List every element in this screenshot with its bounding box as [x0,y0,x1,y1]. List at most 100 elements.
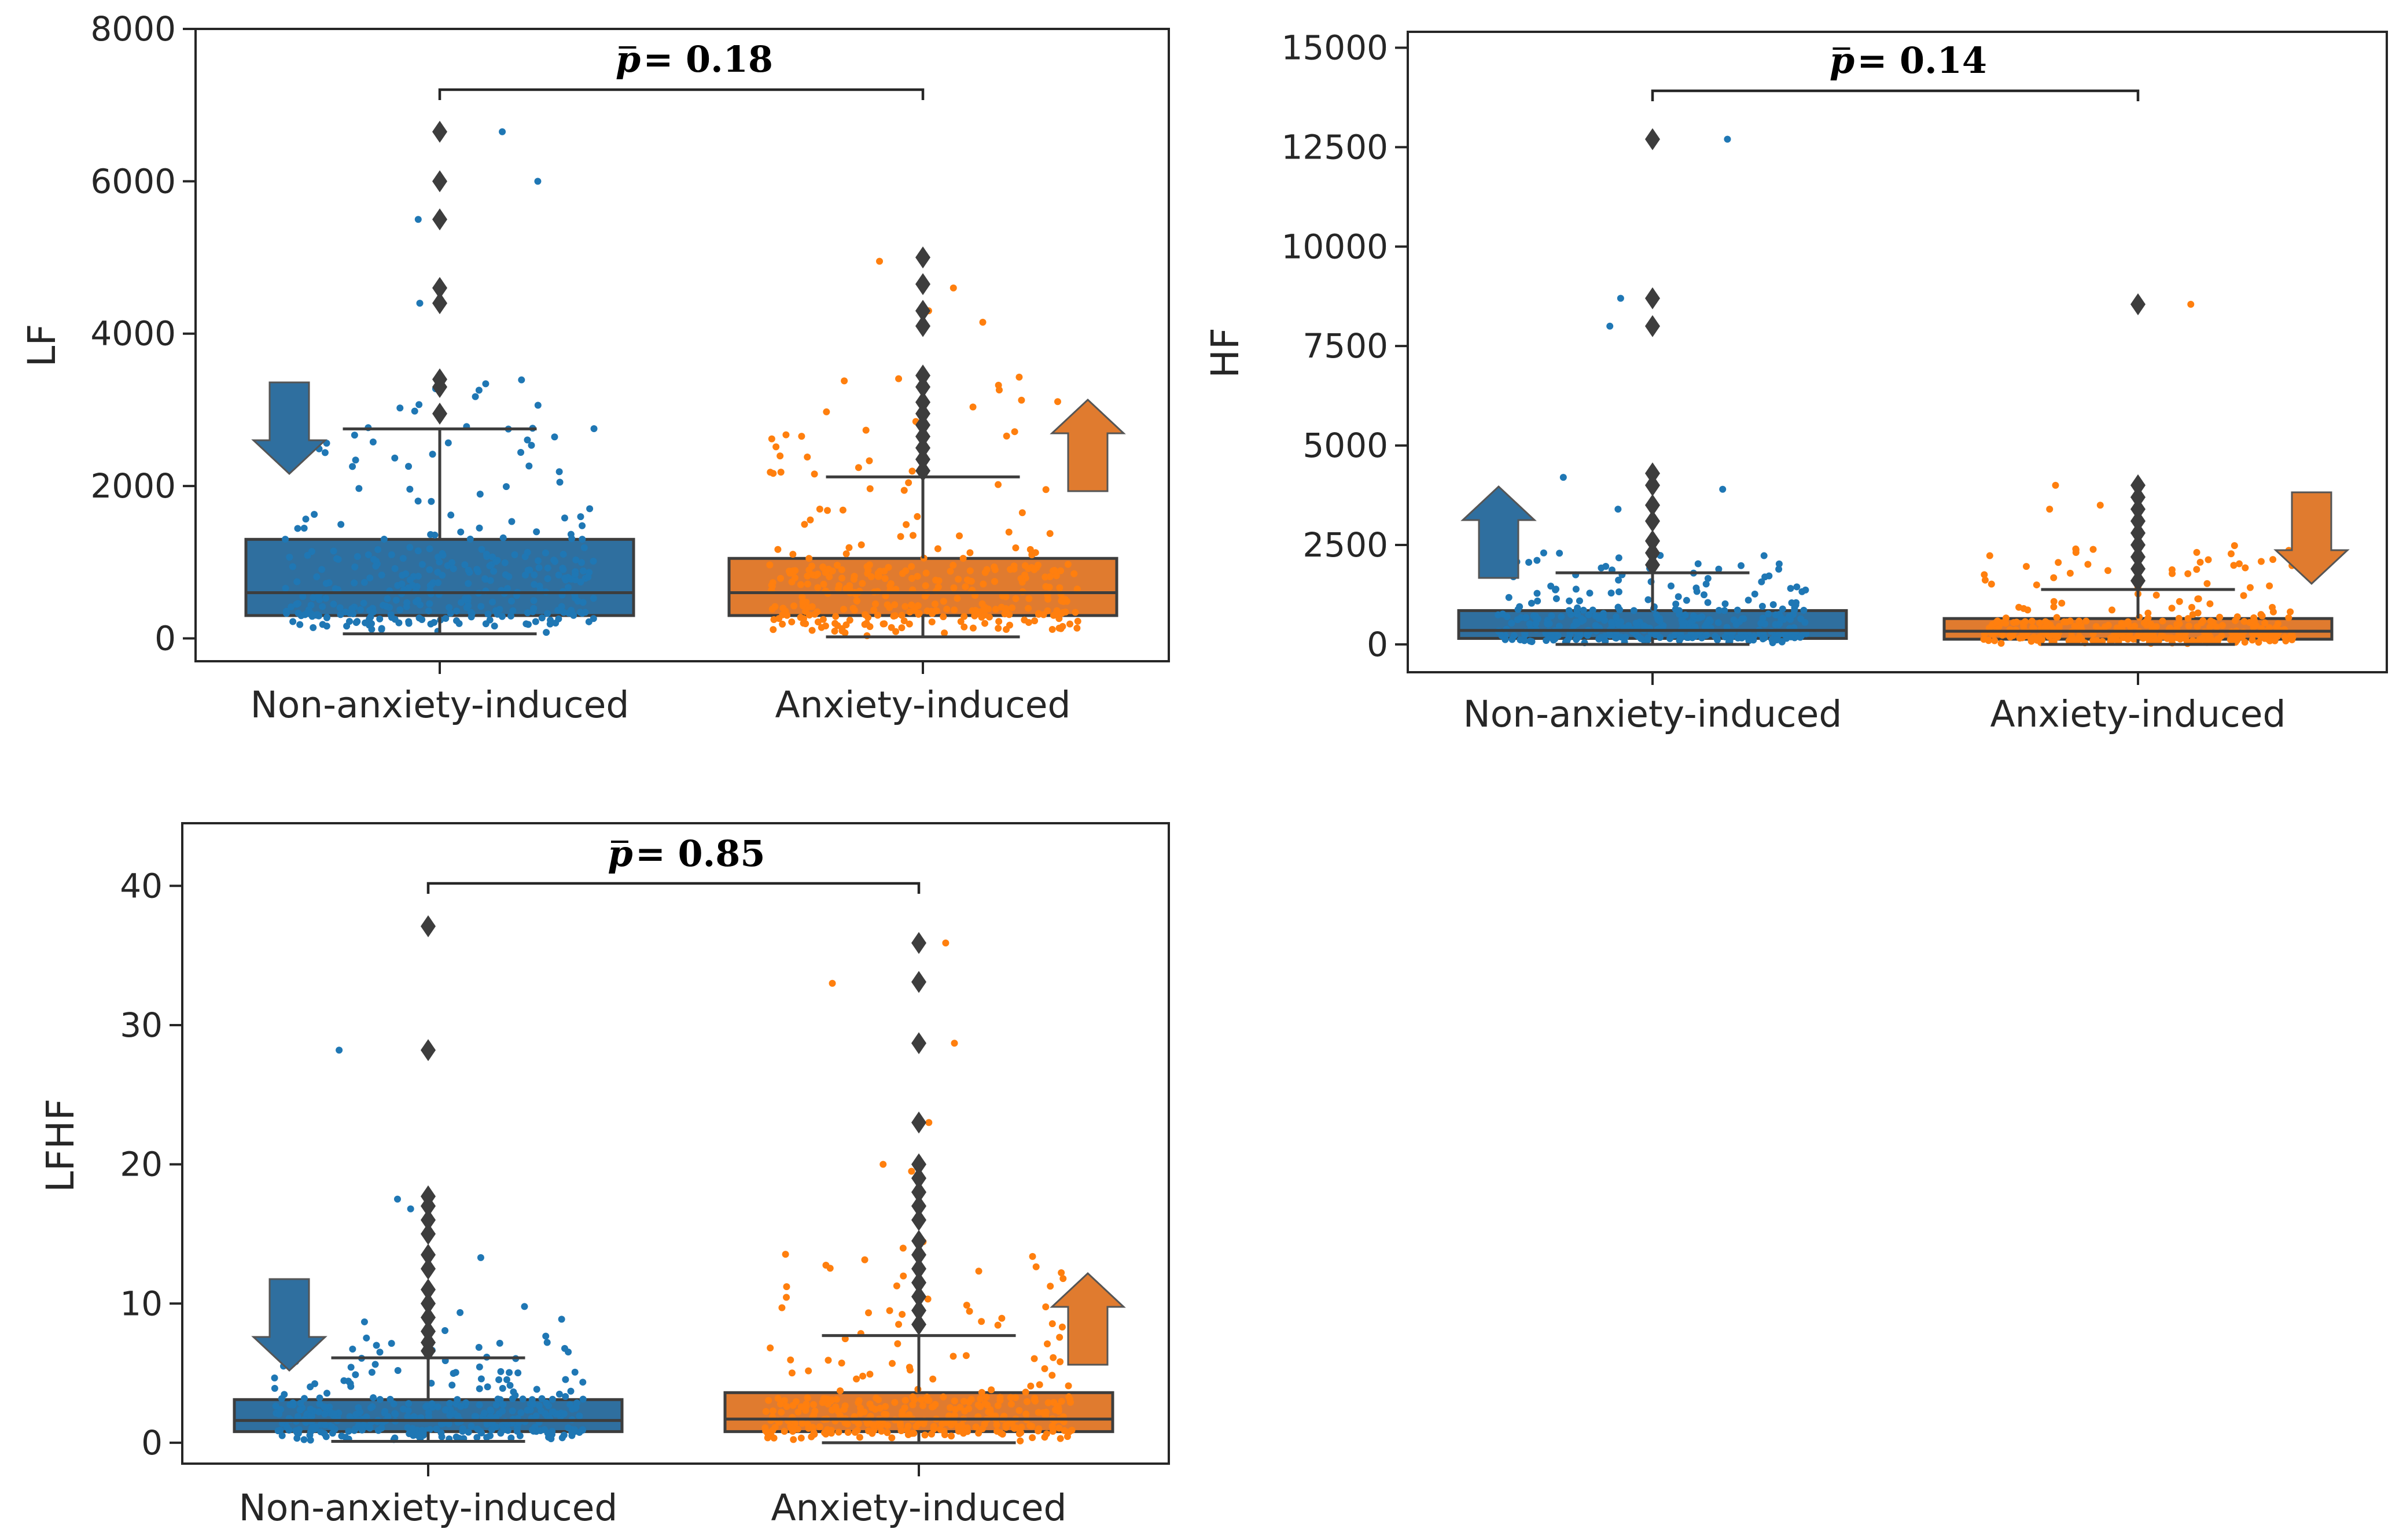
data-point [579,599,587,606]
y-tick-label: 40 [120,866,163,905]
data-point [499,1384,506,1392]
p-symbol: p [608,832,632,875]
data-point [1035,610,1042,618]
data-point [892,585,900,593]
data-point [2193,566,2200,573]
data-point [981,1399,989,1407]
data-point [528,441,535,449]
data-point [409,581,417,589]
data-point [296,621,304,628]
data-point [1656,633,1664,641]
data-point [403,599,411,606]
data-point [1615,576,1622,584]
data-point [2175,614,2183,622]
data-point [2052,481,2059,489]
outlier-marker [915,414,930,436]
outlier-marker [911,1258,926,1280]
data-point [1029,1252,1036,1260]
data-point [502,483,510,491]
arrow-up-icon [1050,398,1126,492]
data-point [899,1244,907,1252]
data-point [406,544,414,551]
data-point [766,561,774,569]
lfhf-panel: 0 10 20 30 40 LFHF Non-anxiety-induced Anxiety-… [38,822,1170,1529]
outlier-marker [911,1313,926,1336]
plot-frame [1407,31,2388,673]
data-point [794,1408,802,1416]
data-point [908,601,915,609]
data-point [457,1403,465,1410]
outlier-marker [421,1039,436,1062]
data-point [293,600,300,608]
data-point [2193,548,2200,556]
data-point [1025,619,1032,627]
outlier-marker [2130,546,2146,568]
data-point [1012,1394,1020,1401]
data-point [2070,635,2077,643]
data-point [319,621,326,628]
outlier-marker [1645,462,1660,485]
data-point [856,1434,863,1441]
arrow-up-icon [1460,485,1537,579]
data-point [1773,636,1780,644]
data-point [899,1310,906,1318]
data-point [388,1340,395,1347]
data-point [1779,605,1786,613]
data-point [787,1356,794,1364]
data-point [2189,611,2196,618]
data-point [895,1321,903,1328]
data-point [931,600,939,608]
data-point [376,1395,384,1403]
data-point [1613,613,1620,621]
data-point [2050,574,2058,581]
data-point [966,567,974,574]
data-point [1015,1407,1023,1414]
data-point [380,536,388,543]
data-point [349,463,356,470]
data-point [2002,620,2010,627]
data-point [323,1390,331,1397]
data-point [549,1395,556,1403]
data-point [768,581,775,589]
outlier-marker [1645,554,1660,576]
data-point [294,525,301,532]
outlier-marker [432,403,447,425]
data-point [2188,603,2195,611]
data-point [860,1408,868,1416]
data-point [1614,603,1622,611]
data-point [2144,609,2152,617]
data-point [2242,564,2249,572]
data-point [535,564,543,572]
data-point [992,606,999,613]
data-point [532,1412,540,1420]
outlier-marker [421,1320,436,1343]
y-tick-label: 30 [120,1005,163,1045]
data-point [454,1396,461,1403]
data-point [1048,1372,1056,1379]
data-point [568,535,576,543]
data-point [579,567,587,574]
data-point [922,569,930,577]
data-point [2029,624,2037,631]
data-point [411,407,418,415]
x-tick-label: Non-anxiety-induced [1463,693,1842,735]
data-point [1675,593,1682,600]
p-symbol: p [1830,39,1854,82]
data-point [321,1421,329,1429]
outlier-marker [1645,541,1660,564]
data-point [869,1421,877,1429]
data-point [2140,619,2148,627]
data-point [1606,322,1614,330]
data-point [788,1369,796,1377]
outlier-marker [421,1244,436,1266]
data-point [777,1400,784,1408]
data-point [560,566,567,573]
data-point [826,1265,834,1272]
data-point [1692,584,1700,592]
data-point [521,1303,528,1310]
data-point [478,546,485,553]
data-point [948,1432,955,1440]
data-point [393,1195,401,1203]
data-point [835,1428,842,1436]
data-point [357,606,365,613]
